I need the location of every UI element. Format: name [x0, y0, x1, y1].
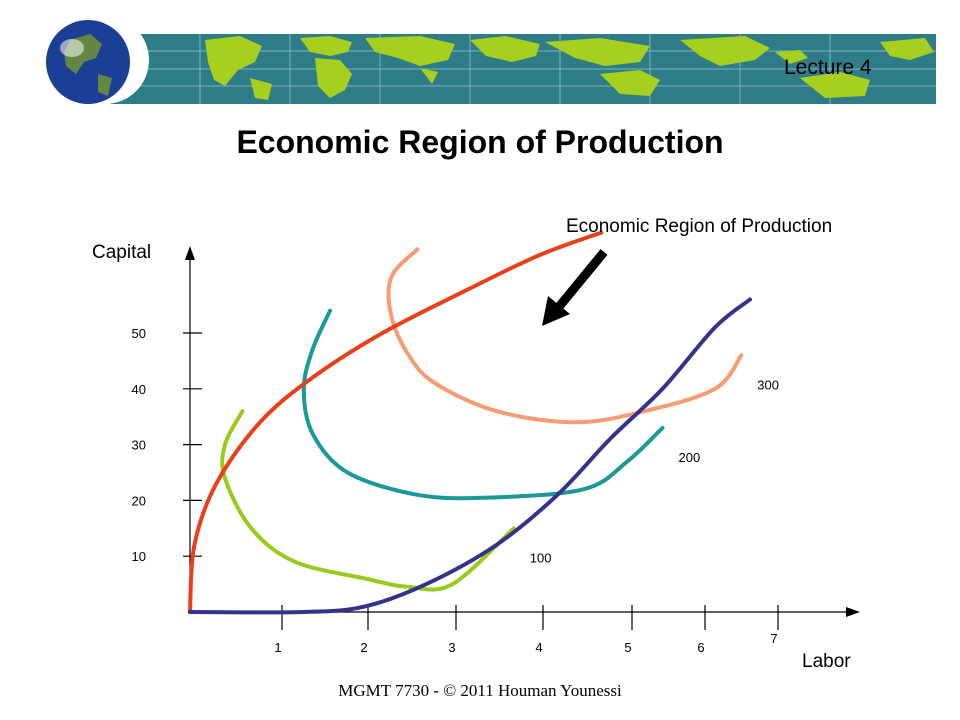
- axes: [185, 246, 860, 617]
- x-ticks: 1 2 3 4 5 6 7: [274, 605, 779, 655]
- x-tick-label: 4: [535, 640, 542, 655]
- x-tick-label: 5: [624, 640, 631, 655]
- y-axis-title: Capital: [92, 242, 151, 263]
- y-tick-label: 30: [132, 438, 146, 453]
- curves: [188, 230, 752, 615]
- y-tick-label: 10: [132, 549, 146, 564]
- slide-title: Economic Region of Production: [236, 124, 724, 160]
- x-tick-label: 2: [360, 640, 367, 655]
- x-axis-title: Labor: [802, 651, 851, 672]
- isoquant-100: [220, 409, 516, 592]
- y-tick-label: 20: [132, 493, 146, 508]
- lecture-label: Lecture 4: [784, 56, 872, 79]
- annotation-arrow: [542, 249, 608, 326]
- globe-highlight: [60, 39, 84, 57]
- banner: [46, 16, 936, 104]
- isoquant-300: [386, 247, 744, 425]
- x-tick-label: 3: [448, 640, 455, 655]
- isoquant-label: 200: [679, 450, 701, 465]
- y-tick-label: 40: [132, 382, 146, 397]
- x-tick-label: 6: [697, 640, 704, 655]
- y-tick-label: 50: [132, 326, 146, 341]
- curve-labels: 100 200 300: [530, 377, 779, 565]
- y-axis-arrow: [185, 246, 195, 260]
- ridge-line-1: [188, 230, 604, 614]
- globe-continent-south: [98, 74, 112, 96]
- footer: MGMT 7730 - © 2011 Houman Younessi: [338, 681, 622, 700]
- y-ticks: 10 20 30 40 50: [132, 326, 202, 564]
- isoquant-label: 300: [757, 377, 779, 392]
- x-axis-arrow: [846, 607, 860, 617]
- isoquant-label: 100: [530, 550, 552, 565]
- isoquant-200: [301, 308, 665, 501]
- x-tick-label: 7: [770, 631, 777, 646]
- world-map-land: [205, 36, 934, 100]
- ridge-line-2: [188, 297, 752, 615]
- x-tick-label: 1: [274, 640, 281, 655]
- region-annotation: Economic Region of Production: [566, 216, 832, 237]
